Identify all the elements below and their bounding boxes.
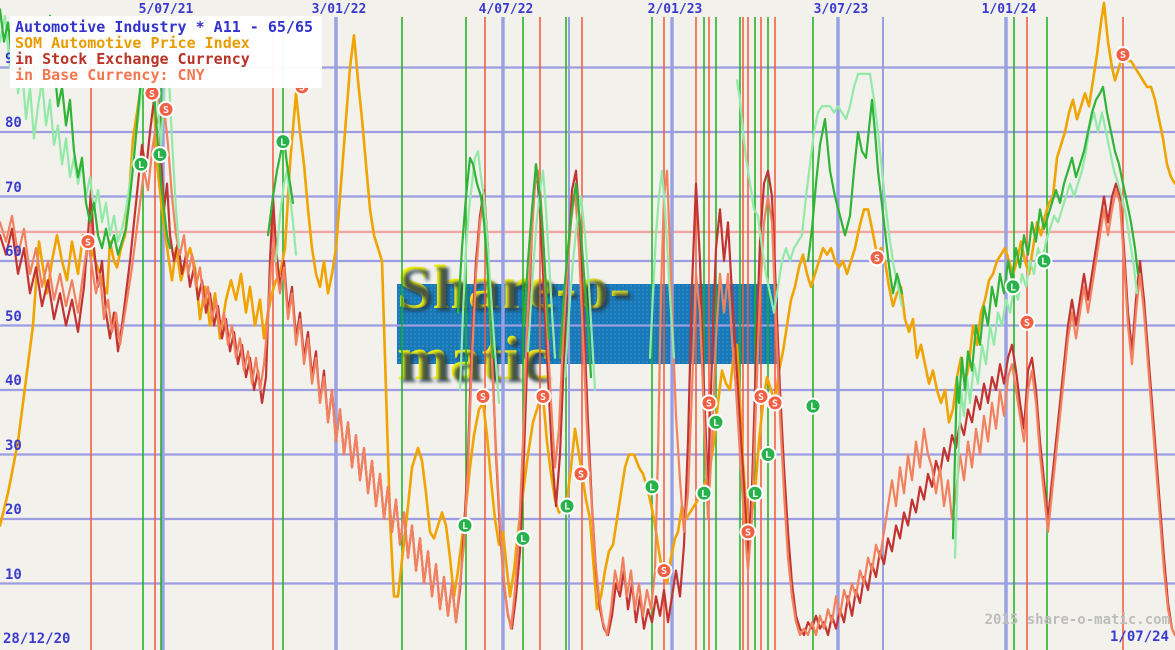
long-marker: L [514,529,532,547]
sell-marker: S [534,387,552,405]
long-marker: L [804,397,822,415]
long-marker: L [558,497,576,515]
y-axis-tick-label: 50 [5,308,22,325]
long-marker: L [759,446,777,463]
series-price-green [522,163,551,340]
y-axis-tick-label: 80 [5,115,22,131]
svg-text:L: L [1041,257,1047,268]
x-axis-date-label: 3/07/23 [813,2,869,17]
long-marker: L [695,484,713,502]
x-axis-date-label: 5/07/21 [138,2,194,17]
svg-text:L: L [157,150,163,161]
sell-marker: S [739,523,757,541]
sell-marker: S [868,249,886,267]
series-price-mint [563,195,597,392]
series-price-green [456,156,495,359]
legend-title: Automotive Industry * A11 - 65/65 [15,18,314,36]
svg-text:S: S [706,399,712,410]
svg-text:S: S [758,392,764,403]
svg-text:S: S [1024,318,1030,329]
y-axis-tick-label: 60 [5,244,22,260]
svg-text:S: S [540,392,546,403]
svg-text:S: S [874,253,880,264]
y-axis-tick-label: 30 [5,437,22,454]
svg-text:S: S [480,392,486,403]
svg-text:L: L [810,402,816,413]
legend-series-stock-currency: in Stock Exchange Currency [15,50,250,68]
long-marker: L [1035,252,1053,270]
long-marker: L [707,413,725,431]
long-marker: L [132,155,150,173]
sell-marker: S [143,84,161,102]
series-price-mint [458,150,501,404]
y-axis-tick-label: 10 [5,566,22,583]
series-price-green [951,85,1140,540]
svg-text:L: L [713,418,719,429]
svg-text:L: L [765,450,771,461]
sell-marker: S [752,387,770,405]
svg-text:L: L [564,502,570,513]
y-axis-tick-label: 70 [5,179,22,196]
chart-legend: Automotive Industry * A11 - 65/65 SOM Au… [10,16,323,88]
series-price-mint [735,72,904,314]
svg-text:L: L [701,489,707,500]
svg-text:L: L [520,534,526,545]
x-axis-date-label: 2/01/23 [647,2,703,17]
svg-text:S: S [149,89,155,100]
series-stock-exchange-currency [0,85,1175,637]
series-price-green [806,98,904,295]
series-base-currency-cny [0,105,1175,637]
sell-marker: S [700,394,718,412]
series-price-green [558,182,593,379]
y-axis-tick-label: 20 [5,502,22,518]
sell-marker: S [1114,46,1132,64]
series-price-mint [648,169,676,359]
series-price-mint [526,169,557,359]
sell-marker: S [79,233,97,251]
long-marker: L [151,146,169,164]
long-marker: L [746,484,764,502]
x-axis-date-label: 3/01/22 [311,2,367,17]
x-axis-start-date: 28/12/20 [3,631,71,647]
svg-text:L: L [649,482,655,493]
svg-text:S: S [163,105,169,116]
series-price-mint [953,111,1139,559]
sell-marker: S [157,100,175,118]
svg-text:L: L [752,489,758,500]
sell-marker: S [766,394,784,412]
copyright-text: 2015 share-o-matic.com [984,612,1170,628]
series-som-automotive-price-index [0,1,1175,611]
svg-text:S: S [772,399,778,410]
sell-marker: S [655,562,673,580]
sell-marker: S [572,465,590,483]
legend-series-base-currency: in Base Currency: CNY [15,66,205,84]
svg-text:S: S [661,566,667,577]
svg-text:L: L [280,137,286,148]
svg-text:S: S [85,237,91,248]
x-axis-end-date: 1/07/24 [1109,629,1169,645]
legend-series-index: SOM Automotive Price Index [15,34,250,52]
svg-text:L: L [462,521,468,532]
x-axis-date-label: 1/01/24 [981,2,1037,17]
svg-text:L: L [138,160,144,171]
x-axis-date-label: 4/07/22 [478,2,534,17]
y-axis-tick-label: 40 [5,373,22,389]
long-marker: L [456,516,474,534]
sell-marker: S [1018,313,1036,331]
sell-marker: S [474,387,492,405]
long-marker: L [643,478,661,496]
long-marker: L [1004,278,1022,296]
svg-text:S: S [578,469,584,480]
long-marker: L [274,133,292,151]
svg-text:S: S [745,528,751,539]
svg-text:L: L [1010,282,1016,293]
svg-text:S: S [1120,50,1126,61]
